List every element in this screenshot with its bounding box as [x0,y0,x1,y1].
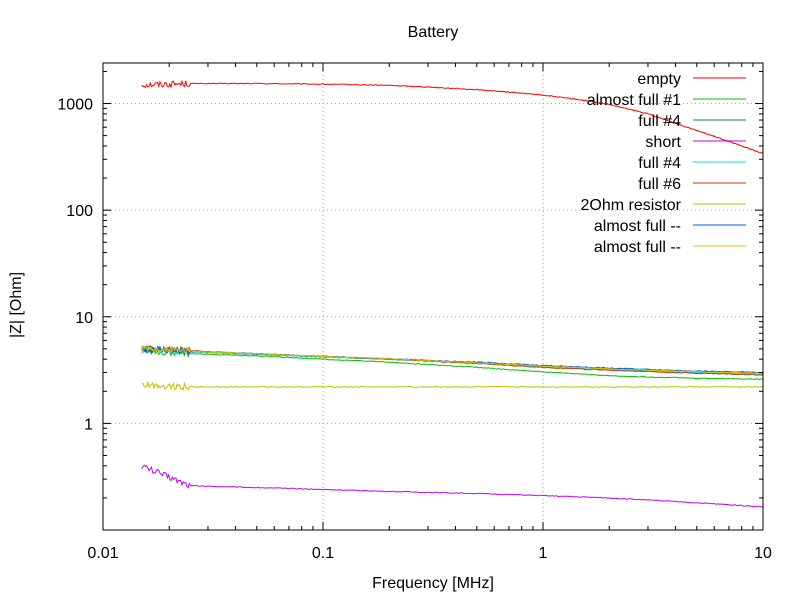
x-axis-title: Frequency [MHz] [372,575,494,592]
series-line [141,79,764,154]
legend-label: almost full -- [594,239,681,256]
legend-label: full #4 [638,113,681,130]
y-tick-label: 100 [66,203,93,220]
series-line [141,381,764,392]
plot-frame [102,62,764,531]
series-line [141,345,764,375]
series-lines [141,79,764,508]
y-tick-label: 1 [84,416,93,433]
legend-label: 2Ohm resistor [581,197,682,214]
y-tick-label: 1000 [57,97,93,114]
series-line [141,464,764,508]
axis-ticks: 0.01 0.1 1 10 1 10 100 1000 [57,63,772,562]
legend-label: full #4 [638,155,681,172]
legend-label: full #6 [638,176,681,193]
x-tick-label: 0.01 [87,545,118,562]
x-tick-label: 1 [539,545,548,562]
legend-label: almost full -- [594,218,681,235]
legend: empty almost full #1 full #4 short full #4 fu… [581,71,746,256]
y-tick-label: 10 [75,310,93,327]
x-tick-label: 10 [754,545,772,562]
x-tick-label: 0.1 [312,545,334,562]
legend-label: almost full #1 [587,92,681,109]
series-line [141,346,764,381]
y-axis-title: |Z| [Ohm] [8,272,25,338]
legend-label: short [645,134,681,151]
legend-label: empty [637,71,681,88]
chart-title: Battery [408,24,459,41]
